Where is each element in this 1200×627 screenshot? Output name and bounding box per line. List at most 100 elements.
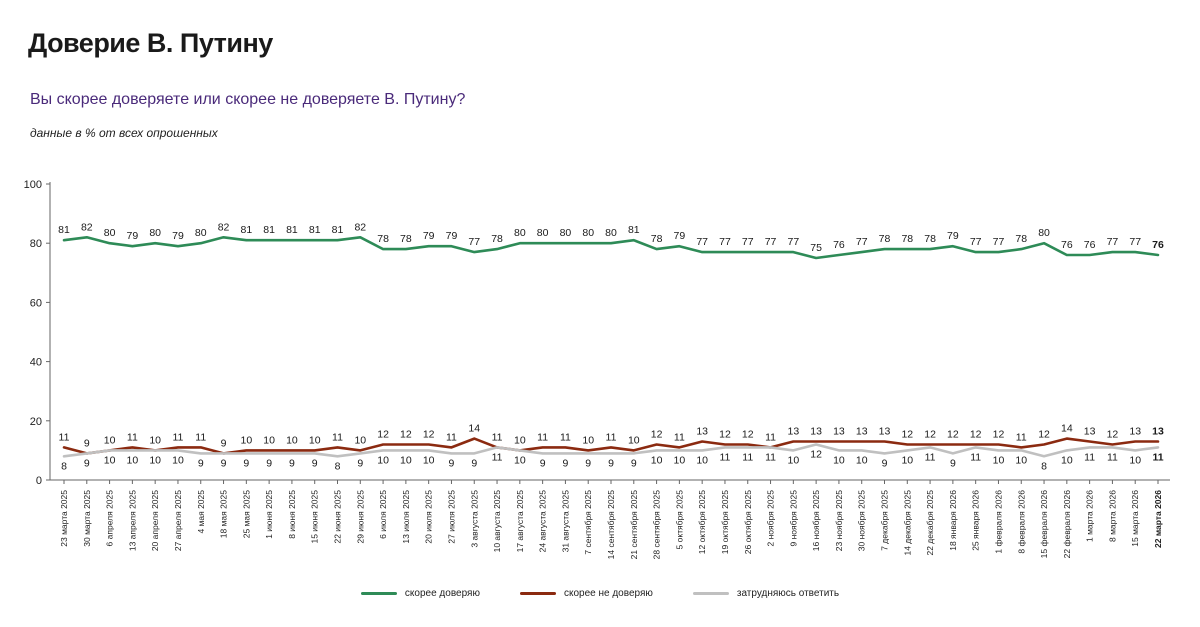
data-label-trust: 76 bbox=[1084, 239, 1096, 251]
data-label-trust: 77 bbox=[719, 236, 731, 248]
data-label-distrust: 10 bbox=[104, 434, 116, 446]
data-label-unsure: 11 bbox=[1084, 451, 1095, 463]
x-tick-label: 1 марта 2026 bbox=[1085, 490, 1095, 542]
series-line-unsure bbox=[62, 443, 1160, 458]
data-label-distrust: 10 bbox=[263, 434, 275, 446]
data-label-distrust: 12 bbox=[924, 428, 936, 440]
data-label-trust: 79 bbox=[446, 230, 458, 242]
data-label-trust: 81 bbox=[309, 224, 321, 236]
x-tick-label: 22 декабря 2025 bbox=[925, 490, 935, 556]
x-tick-label: 30 ноября 2025 bbox=[857, 490, 867, 551]
data-label-distrust: 13 bbox=[1129, 426, 1141, 438]
y-tick-label: 40 bbox=[30, 357, 42, 369]
data-label-distrust: 13 bbox=[856, 426, 868, 438]
data-label-trust: 80 bbox=[537, 227, 549, 239]
x-tick-label: 28 сентября 2025 bbox=[652, 490, 662, 560]
data-label-unsure: 10 bbox=[674, 454, 686, 466]
data-label-distrust: 13 bbox=[1084, 426, 1096, 438]
data-label-trust: 78 bbox=[400, 233, 412, 245]
x-tick-label: 23 ноября 2025 bbox=[834, 490, 844, 551]
data-label-trust: 80 bbox=[514, 227, 526, 239]
x-tick-label: 27 апреля 2025 bbox=[173, 490, 183, 551]
data-label-trust: 80 bbox=[149, 227, 161, 239]
data-label-unsure: 10 bbox=[1015, 454, 1027, 466]
data-label-distrust: 10 bbox=[286, 434, 298, 446]
legend-swatch-trust bbox=[360, 592, 397, 595]
y-tick-label: 80 bbox=[30, 238, 42, 250]
data-label-trust: 80 bbox=[1038, 227, 1050, 239]
data-label-unsure: 10 bbox=[1061, 454, 1073, 466]
legend-item-distrust: скорее не доверяю bbox=[519, 588, 653, 599]
data-label-unsure: 10 bbox=[423, 454, 435, 466]
series-line-trust bbox=[62, 236, 1160, 260]
data-label-unsure: 9 bbox=[266, 457, 272, 469]
data-label-distrust: 13 bbox=[810, 426, 822, 438]
data-label-unsure: 8 bbox=[335, 460, 341, 472]
x-tick-label: 12 октября 2025 bbox=[697, 490, 707, 555]
data-label-unsure: 10 bbox=[856, 454, 868, 466]
x-tick-label: 14 декабря 2025 bbox=[902, 490, 912, 556]
x-tick-label: 2 ноября 2025 bbox=[766, 490, 776, 547]
legend-label-distrust: скорее не доверяю bbox=[563, 588, 653, 599]
data-label-trust: 77 bbox=[1129, 236, 1141, 248]
data-label-unsure: 10 bbox=[651, 454, 663, 466]
x-tick-label: 3 августа 2025 bbox=[469, 490, 479, 548]
x-tick-label: 22 июня 2025 bbox=[333, 490, 343, 544]
data-label-unsure: 10 bbox=[696, 454, 708, 466]
x-tick-label: 31 августа 2025 bbox=[560, 490, 570, 553]
data-label-distrust: 10 bbox=[309, 434, 321, 446]
data-label-trust: 79 bbox=[947, 230, 959, 242]
data-label-distrust: 11 bbox=[1016, 431, 1027, 443]
series-line-distrust bbox=[62, 437, 1160, 455]
data-label-distrust: 12 bbox=[377, 428, 389, 440]
y-tick-label: 20 bbox=[30, 416, 42, 428]
data-label-distrust: 12 bbox=[719, 428, 731, 440]
data-label-unsure: 11 bbox=[720, 451, 731, 463]
legend: скорее доверяю скорее не доверяю затрудн… bbox=[0, 588, 1200, 599]
data-label-unsure: 10 bbox=[1129, 454, 1141, 466]
data-label-unsure: 10 bbox=[172, 454, 184, 466]
legend-swatch-distrust bbox=[519, 592, 556, 595]
x-tick-label: 14 сентября 2025 bbox=[606, 490, 616, 560]
data-label-trust: 75 bbox=[810, 242, 822, 254]
data-label-unsure: 9 bbox=[312, 457, 318, 469]
data-label-unsure: 9 bbox=[449, 457, 455, 469]
data-label-distrust: 14 bbox=[468, 423, 480, 435]
data-label-trust: 82 bbox=[218, 221, 230, 233]
chart-title: Доверие В. Путину bbox=[28, 28, 273, 58]
data-label-trust: 79 bbox=[674, 230, 686, 242]
data-label-trust: 81 bbox=[240, 224, 252, 236]
data-label-distrust: 11 bbox=[332, 431, 343, 443]
data-label-unsure: 8 bbox=[61, 460, 67, 472]
x-tick-label: 8 июня 2025 bbox=[287, 490, 297, 539]
data-label-trust: 77 bbox=[856, 236, 868, 248]
data-label-distrust: 10 bbox=[354, 434, 366, 446]
data-label-distrust: 11 bbox=[127, 431, 138, 443]
data-label-unsure: 9 bbox=[882, 457, 888, 469]
data-label-distrust: 10 bbox=[240, 434, 252, 446]
data-label-unsure: 10 bbox=[901, 454, 913, 466]
data-label-unsure: 10 bbox=[833, 454, 845, 466]
data-label-unsure: 9 bbox=[950, 457, 956, 469]
data-label-trust: 78 bbox=[924, 233, 936, 245]
x-tick-label: 15 февраля 2026 bbox=[1039, 490, 1049, 559]
data-label-distrust: 12 bbox=[947, 428, 959, 440]
data-label-distrust: 12 bbox=[1038, 428, 1050, 440]
data-label-trust: 80 bbox=[582, 227, 594, 239]
x-tick-label: 7 декабря 2025 bbox=[880, 490, 890, 551]
data-label-trust: 78 bbox=[1015, 233, 1027, 245]
data-label-trust: 80 bbox=[104, 227, 116, 239]
x-tick-label: 17 августа 2025 bbox=[515, 490, 525, 553]
data-label-unsure: 10 bbox=[127, 454, 139, 466]
data-label-trust: 78 bbox=[491, 233, 503, 245]
x-tick-label: 16 ноября 2025 bbox=[811, 490, 821, 551]
chart-subtitle: Вы скорее доверяете или скорее не доверя… bbox=[30, 91, 466, 108]
data-label-unsure: 9 bbox=[608, 457, 614, 469]
data-label-trust: 78 bbox=[377, 233, 389, 245]
x-tick-label: 6 июля 2025 bbox=[378, 490, 388, 539]
data-label-distrust: 11 bbox=[492, 431, 503, 443]
x-tick-label: 19 октября 2025 bbox=[720, 490, 730, 555]
x-tick-label: 21 сентября 2025 bbox=[629, 490, 639, 560]
x-tick-label: 22 февраля 2026 bbox=[1062, 490, 1072, 559]
y-tick-label: 100 bbox=[24, 179, 42, 191]
